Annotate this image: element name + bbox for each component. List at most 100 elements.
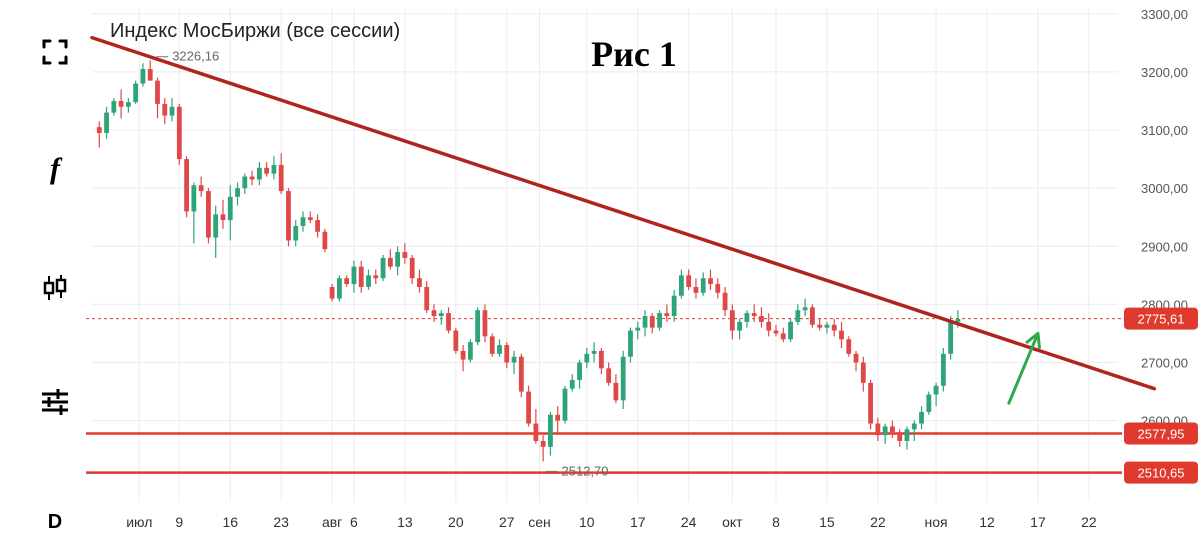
- x-axis: июл 9 16 23 авг 6 13 20 27 сен 10 17 24 окт 8 15 22 ноя 12…: [126, 514, 1097, 530]
- candle-body: [176, 106, 182, 160]
- candle-body: [293, 225, 299, 241]
- candle-body: [387, 257, 393, 267]
- interval-button[interactable]: D: [40, 507, 70, 537]
- candle-body: [751, 313, 757, 317]
- candle-body: [169, 106, 175, 116]
- extremum-label: 3226,16: [172, 49, 219, 64]
- candle-body: [118, 100, 124, 107]
- candle-body: [664, 313, 670, 317]
- candles-icon[interactable]: [40, 273, 70, 303]
- candle-body: [213, 214, 219, 238]
- candle-body: [744, 313, 750, 322]
- candle-body: [220, 214, 226, 221]
- horizontal-lines[interactable]: [86, 318, 1122, 474]
- x-tick-label: 9: [175, 514, 183, 530]
- y-tick-label: 2900,00: [1141, 239, 1188, 254]
- y-tick-label: 3000,00: [1141, 181, 1188, 196]
- candle-body: [358, 266, 364, 287]
- up-arrow-shaft: [1007, 331, 1040, 405]
- x-tick-label: окт: [722, 514, 743, 530]
- candle-body: [242, 176, 248, 189]
- price-label-text: 2510,65: [1138, 466, 1185, 481]
- candle-body: [722, 292, 728, 311]
- candle-body: [402, 252, 408, 258]
- price-labels: 2577,95 2510,65 2775,61: [1124, 307, 1198, 484]
- x-tick-label: 12: [979, 514, 995, 530]
- fullscreen-icon[interactable]: [40, 37, 70, 67]
- x-tick-label: 22: [870, 514, 886, 530]
- candle-body: [795, 310, 801, 322]
- candle-body: [96, 127, 102, 133]
- sliders-glyph: [42, 389, 68, 415]
- candle-body: [147, 69, 153, 81]
- candle-body: [642, 316, 648, 328]
- interval-label: D: [47, 510, 63, 533]
- candle-body: [453, 330, 459, 351]
- candle-body: [467, 342, 473, 360]
- settings-sliders-icon[interactable]: [40, 387, 70, 417]
- candle-body: [824, 324, 830, 328]
- price-label-badge: [1124, 307, 1198, 330]
- candle-body: [460, 350, 466, 360]
- candle-body: [620, 356, 626, 401]
- candle-body: [533, 423, 539, 441]
- x-tick-label: 6: [350, 514, 358, 530]
- y-axis: 3300,003200,003100,003000,002900,002800,…: [1141, 7, 1188, 429]
- price-label-text: 2775,61: [1138, 312, 1185, 327]
- candle-body: [700, 278, 706, 293]
- candle-body: [395, 252, 401, 267]
- candle-body: [649, 316, 655, 328]
- y-tick-label: 2700,00: [1141, 356, 1188, 371]
- candle-body: [591, 350, 597, 354]
- candle-body: [598, 350, 604, 369]
- candle-body: [737, 321, 743, 331]
- candle-body: [759, 316, 764, 322]
- candle-body: [431, 310, 437, 317]
- up-arrow-head: [1025, 331, 1041, 349]
- candle-body: [904, 429, 910, 441]
- candle-body: [955, 318, 961, 322]
- candle-body: [926, 394, 932, 412]
- candle-body: [628, 330, 633, 357]
- price-label-text: 2577,95: [1138, 426, 1185, 441]
- candle-body: [155, 80, 160, 104]
- candle-body: [577, 362, 582, 380]
- x-tick-label: 23: [273, 514, 289, 530]
- chart-title: Индекс МосБиржи (все сессии): [110, 20, 400, 42]
- candle-body: [839, 330, 844, 340]
- candle-body: [286, 191, 291, 241]
- candle-body: [489, 336, 495, 354]
- resistance-trendline[interactable]: [90, 35, 1157, 391]
- indicators-icon[interactable]: f: [40, 154, 70, 184]
- candle-body: [278, 164, 284, 192]
- candle-body: [511, 356, 517, 363]
- trendline-group[interactable]: [90, 35, 1157, 391]
- candle-body: [911, 423, 917, 430]
- candle-body: [518, 356, 524, 392]
- candle-body: [948, 321, 954, 354]
- candle-body: [817, 324, 823, 328]
- candle-body: [184, 159, 189, 212]
- x-tick-label: 10: [579, 514, 595, 530]
- candle-body: [133, 83, 139, 103]
- candle-body: [780, 333, 786, 340]
- candles-glyph: [43, 275, 67, 300]
- candle-body: [344, 278, 350, 285]
- x-tick-label: июл: [126, 514, 152, 530]
- candle-body: [373, 275, 379, 279]
- candle-body: [729, 310, 735, 331]
- x-tick-label: 17: [630, 514, 646, 530]
- candle-body: [446, 313, 451, 331]
- extremum-label: 2512,70: [562, 463, 609, 478]
- candle-body: [482, 310, 488, 337]
- x-tick-label: ноя: [925, 514, 948, 530]
- candle-body: [162, 103, 168, 116]
- candle-body: [417, 278, 422, 287]
- candle-body: [766, 321, 772, 331]
- x-tick-label: 15: [819, 514, 835, 530]
- candle-body: [322, 231, 328, 250]
- candle-body: [206, 191, 211, 238]
- candle-body: [831, 324, 837, 331]
- candle-body: [271, 164, 277, 174]
